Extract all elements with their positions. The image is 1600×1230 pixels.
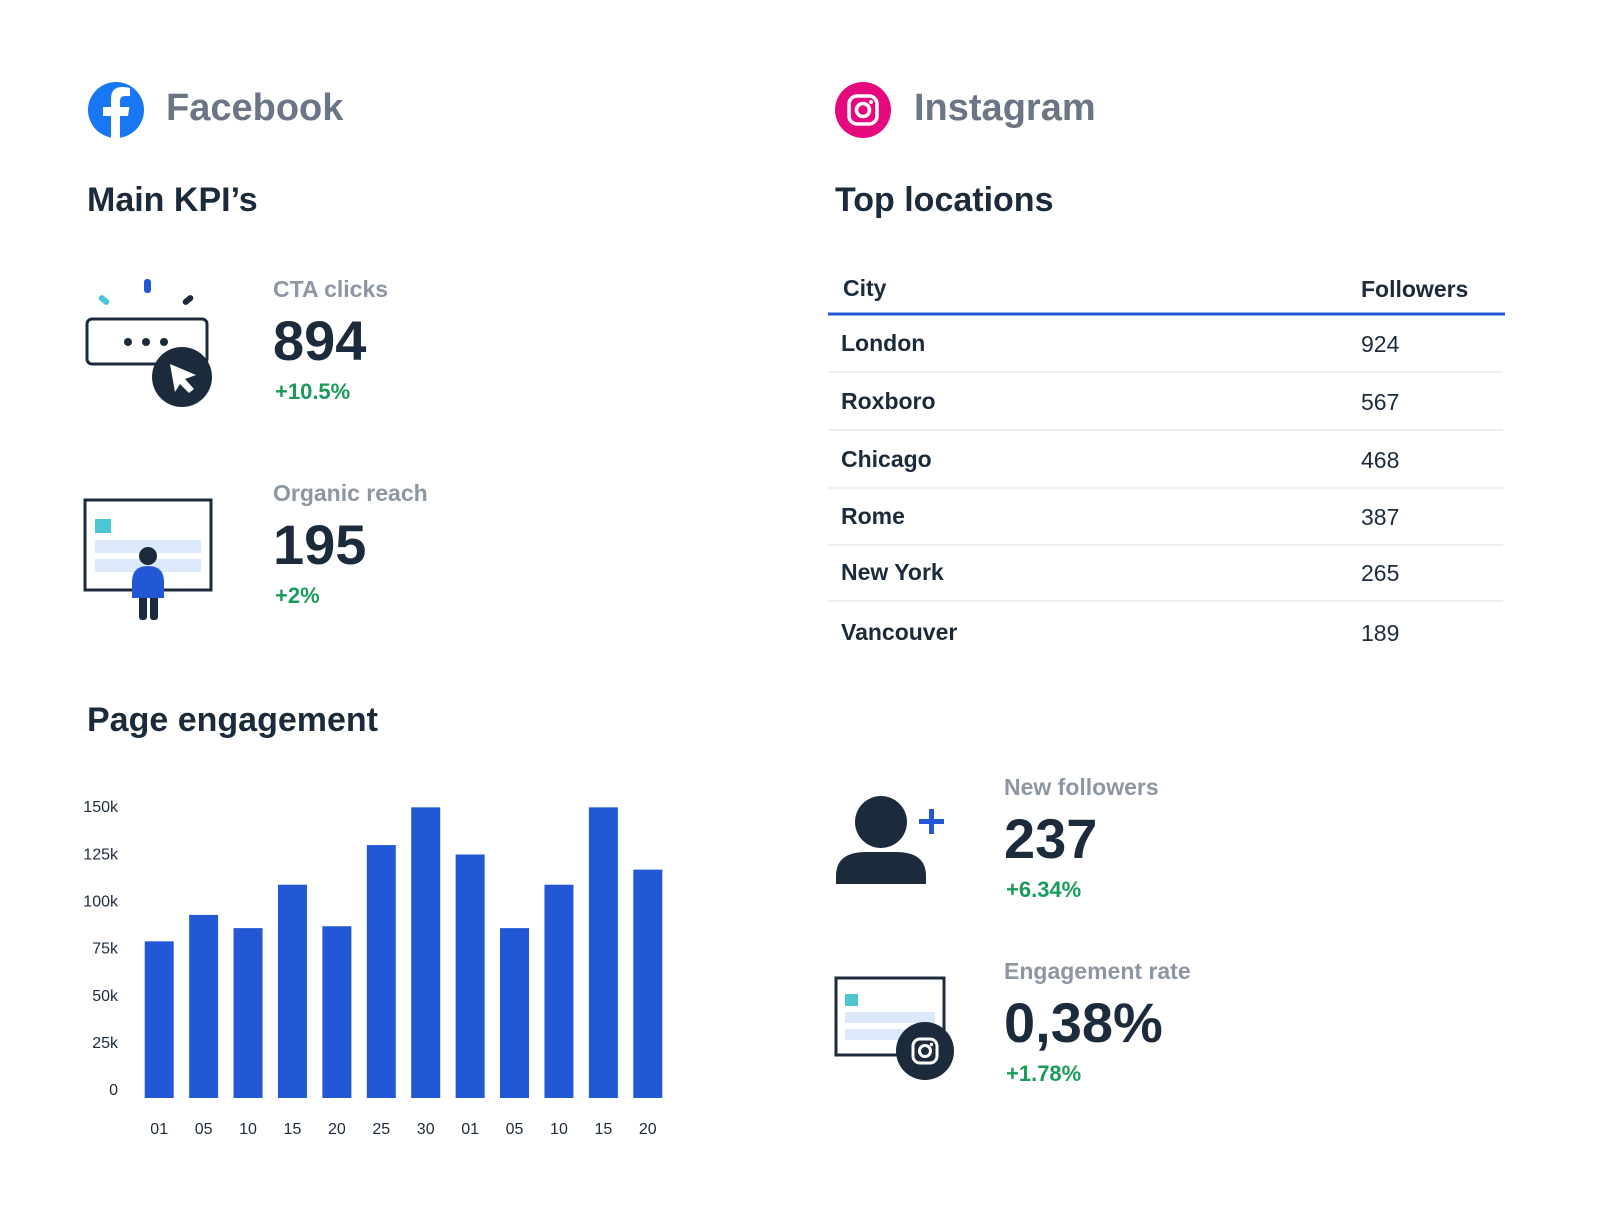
y-tick-label: 125k [83, 846, 119, 863]
x-tick-label: 25 [372, 1121, 390, 1138]
x-tick-label: 15 [594, 1121, 612, 1138]
x-tick-label: 10 [550, 1121, 568, 1138]
bar [277, 884, 307, 1098]
kpi-heading: Main KPI’s [87, 181, 258, 219]
x-tick-label: 30 [417, 1121, 435, 1138]
kpi-label: New followers [1004, 774, 1159, 800]
kpi-change: +10.5% [275, 379, 350, 404]
bar [588, 807, 618, 1098]
followers-cell: 567 [1361, 389, 1399, 415]
city-cell: London [841, 330, 925, 356]
city-cell: Chicago [841, 446, 932, 472]
bar [366, 845, 396, 1098]
reach-icon [83, 498, 213, 620]
bar [189, 914, 219, 1098]
instagram-logo [835, 82, 891, 138]
y-tick-label: 75k [92, 941, 119, 958]
followers-cell: 924 [1361, 331, 1400, 357]
bar [500, 928, 530, 1098]
bar [233, 928, 263, 1098]
x-tick-label: 20 [328, 1121, 346, 1138]
kpi-value: 195 [273, 513, 366, 576]
facebook-logo [88, 82, 144, 138]
followers-cell: 265 [1361, 560, 1399, 586]
kpi-change: +2% [275, 583, 320, 608]
x-tick-label: 01 [461, 1121, 479, 1138]
kpi-change: +1.78% [1006, 1061, 1081, 1086]
x-tick-label: 20 [639, 1121, 657, 1138]
bar [144, 941, 174, 1098]
city-cell: New York [841, 559, 944, 585]
bar [322, 926, 352, 1098]
city-cell: Rome [841, 503, 905, 529]
followers-icon [836, 796, 944, 884]
y-tick-label: 50k [92, 988, 119, 1005]
bar [544, 884, 574, 1098]
y-tick-label: 25k [92, 1035, 119, 1052]
kpi-label: CTA clicks [273, 276, 388, 302]
x-tick-label: 10 [239, 1121, 257, 1138]
bar [411, 807, 441, 1098]
table-header: City [843, 275, 887, 301]
y-tick-label: 150k [83, 799, 119, 816]
city-cell: Vancouver [841, 619, 957, 645]
locations-heading: Top locations [835, 181, 1053, 219]
city-cell: Roxboro [841, 388, 936, 414]
x-tick-label: 05 [195, 1121, 213, 1138]
chart-title: Page engagement [87, 701, 378, 739]
kpi-label: Engagement rate [1004, 958, 1191, 984]
bar [633, 869, 663, 1098]
engagement-icon [834, 976, 954, 1080]
y-tick-label: 100k [83, 893, 119, 910]
followers-cell: 468 [1361, 447, 1399, 473]
kpi-value: 0,38% [1004, 991, 1163, 1054]
followers-cell: 189 [1361, 620, 1399, 646]
bar [455, 854, 485, 1098]
instagram-title: Instagram [914, 87, 1096, 129]
kpi-label: Organic reach [273, 480, 428, 506]
kpi-value: 894 [273, 309, 366, 372]
x-tick-label: 15 [284, 1121, 302, 1138]
kpi-change: +6.34% [1006, 877, 1081, 902]
x-tick-label: 05 [506, 1121, 524, 1138]
kpi-value: 237 [1004, 807, 1097, 870]
table-header: Followers [1361, 276, 1468, 302]
followers-cell: 387 [1361, 504, 1399, 530]
x-tick-label: 01 [150, 1121, 168, 1138]
cta-icon [85, 279, 212, 407]
facebook-title: Facebook [166, 87, 344, 129]
y-tick-label: 0 [109, 1082, 118, 1099]
